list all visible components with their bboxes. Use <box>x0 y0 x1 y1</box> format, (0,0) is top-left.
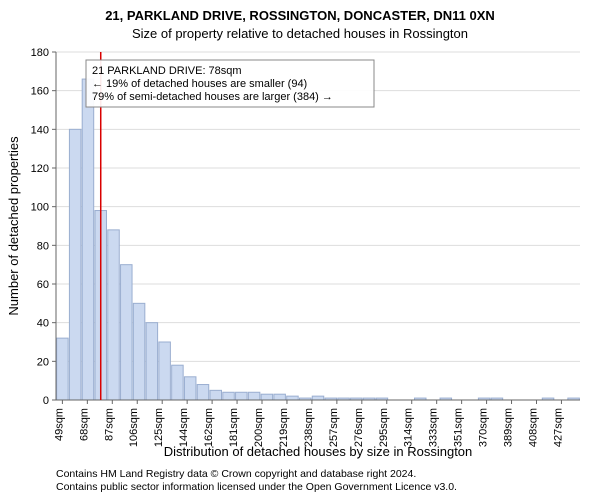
svg-text:120: 120 <box>31 163 49 175</box>
footer-line-2: Contains public sector information licen… <box>56 481 457 494</box>
svg-text:180: 180 <box>31 47 49 59</box>
svg-text:80: 80 <box>37 240 49 252</box>
svg-text:389sqm: 389sqm <box>503 408 515 447</box>
svg-text:351sqm: 351sqm <box>453 408 465 447</box>
svg-text:162sqm: 162sqm <box>203 408 215 447</box>
svg-text:160: 160 <box>31 86 49 98</box>
chart-svg: 0 20 40 60 80 100 120 140 160 180 49sqm 68sqm 87sqm 1… <box>0 0 600 500</box>
svg-text:181sqm: 181sqm <box>228 408 240 447</box>
svg-text:257sqm: 257sqm <box>328 408 340 447</box>
svg-text:21 PARKLAND DRIVE: 78sqm: 21 PARKLAND DRIVE: 78sqm <box>92 65 242 77</box>
svg-text:87sqm: 87sqm <box>103 408 115 441</box>
svg-text:125sqm: 125sqm <box>153 408 165 447</box>
svg-text:144sqm: 144sqm <box>178 408 190 447</box>
svg-text:20: 20 <box>37 356 49 368</box>
svg-text:295sqm: 295sqm <box>378 408 390 447</box>
svg-text:276sqm: 276sqm <box>353 408 365 447</box>
svg-text:40: 40 <box>37 318 49 330</box>
svg-text:Distribution of detached house: Distribution of detached houses by size … <box>164 444 473 459</box>
chart-container: 21, PARKLAND DRIVE, ROSSINGTON, DONCASTE… <box>0 0 600 500</box>
svg-text:333sqm: 333sqm <box>428 408 440 447</box>
svg-text:106sqm: 106sqm <box>128 408 140 447</box>
svg-text:79% of semi-detached houses ar: 79% of semi-detached houses are larger (… <box>92 91 333 103</box>
footer-line-1: Contains HM Land Registry data © Crown c… <box>56 468 457 481</box>
svg-text:427sqm: 427sqm <box>552 408 564 447</box>
svg-text:200sqm: 200sqm <box>253 408 265 447</box>
svg-text:140: 140 <box>31 124 49 136</box>
svg-text:68sqm: 68sqm <box>78 408 90 441</box>
svg-text:238sqm: 238sqm <box>303 408 315 447</box>
svg-text:Number of detached properties: Number of detached properties <box>6 136 21 316</box>
svg-text:408sqm: 408sqm <box>527 408 539 447</box>
svg-text:370sqm: 370sqm <box>478 408 490 447</box>
svg-text:219sqm: 219sqm <box>278 408 290 447</box>
svg-text:100: 100 <box>31 202 49 214</box>
svg-text:314sqm: 314sqm <box>403 408 415 447</box>
svg-text:60: 60 <box>37 279 49 291</box>
svg-text:49sqm: 49sqm <box>53 408 65 441</box>
footer: Contains HM Land Registry data © Crown c… <box>56 468 457 494</box>
svg-text:0: 0 <box>43 395 49 407</box>
svg-text:← 19% of detached houses are s: ← 19% of detached houses are smaller (94… <box>92 78 307 90</box>
